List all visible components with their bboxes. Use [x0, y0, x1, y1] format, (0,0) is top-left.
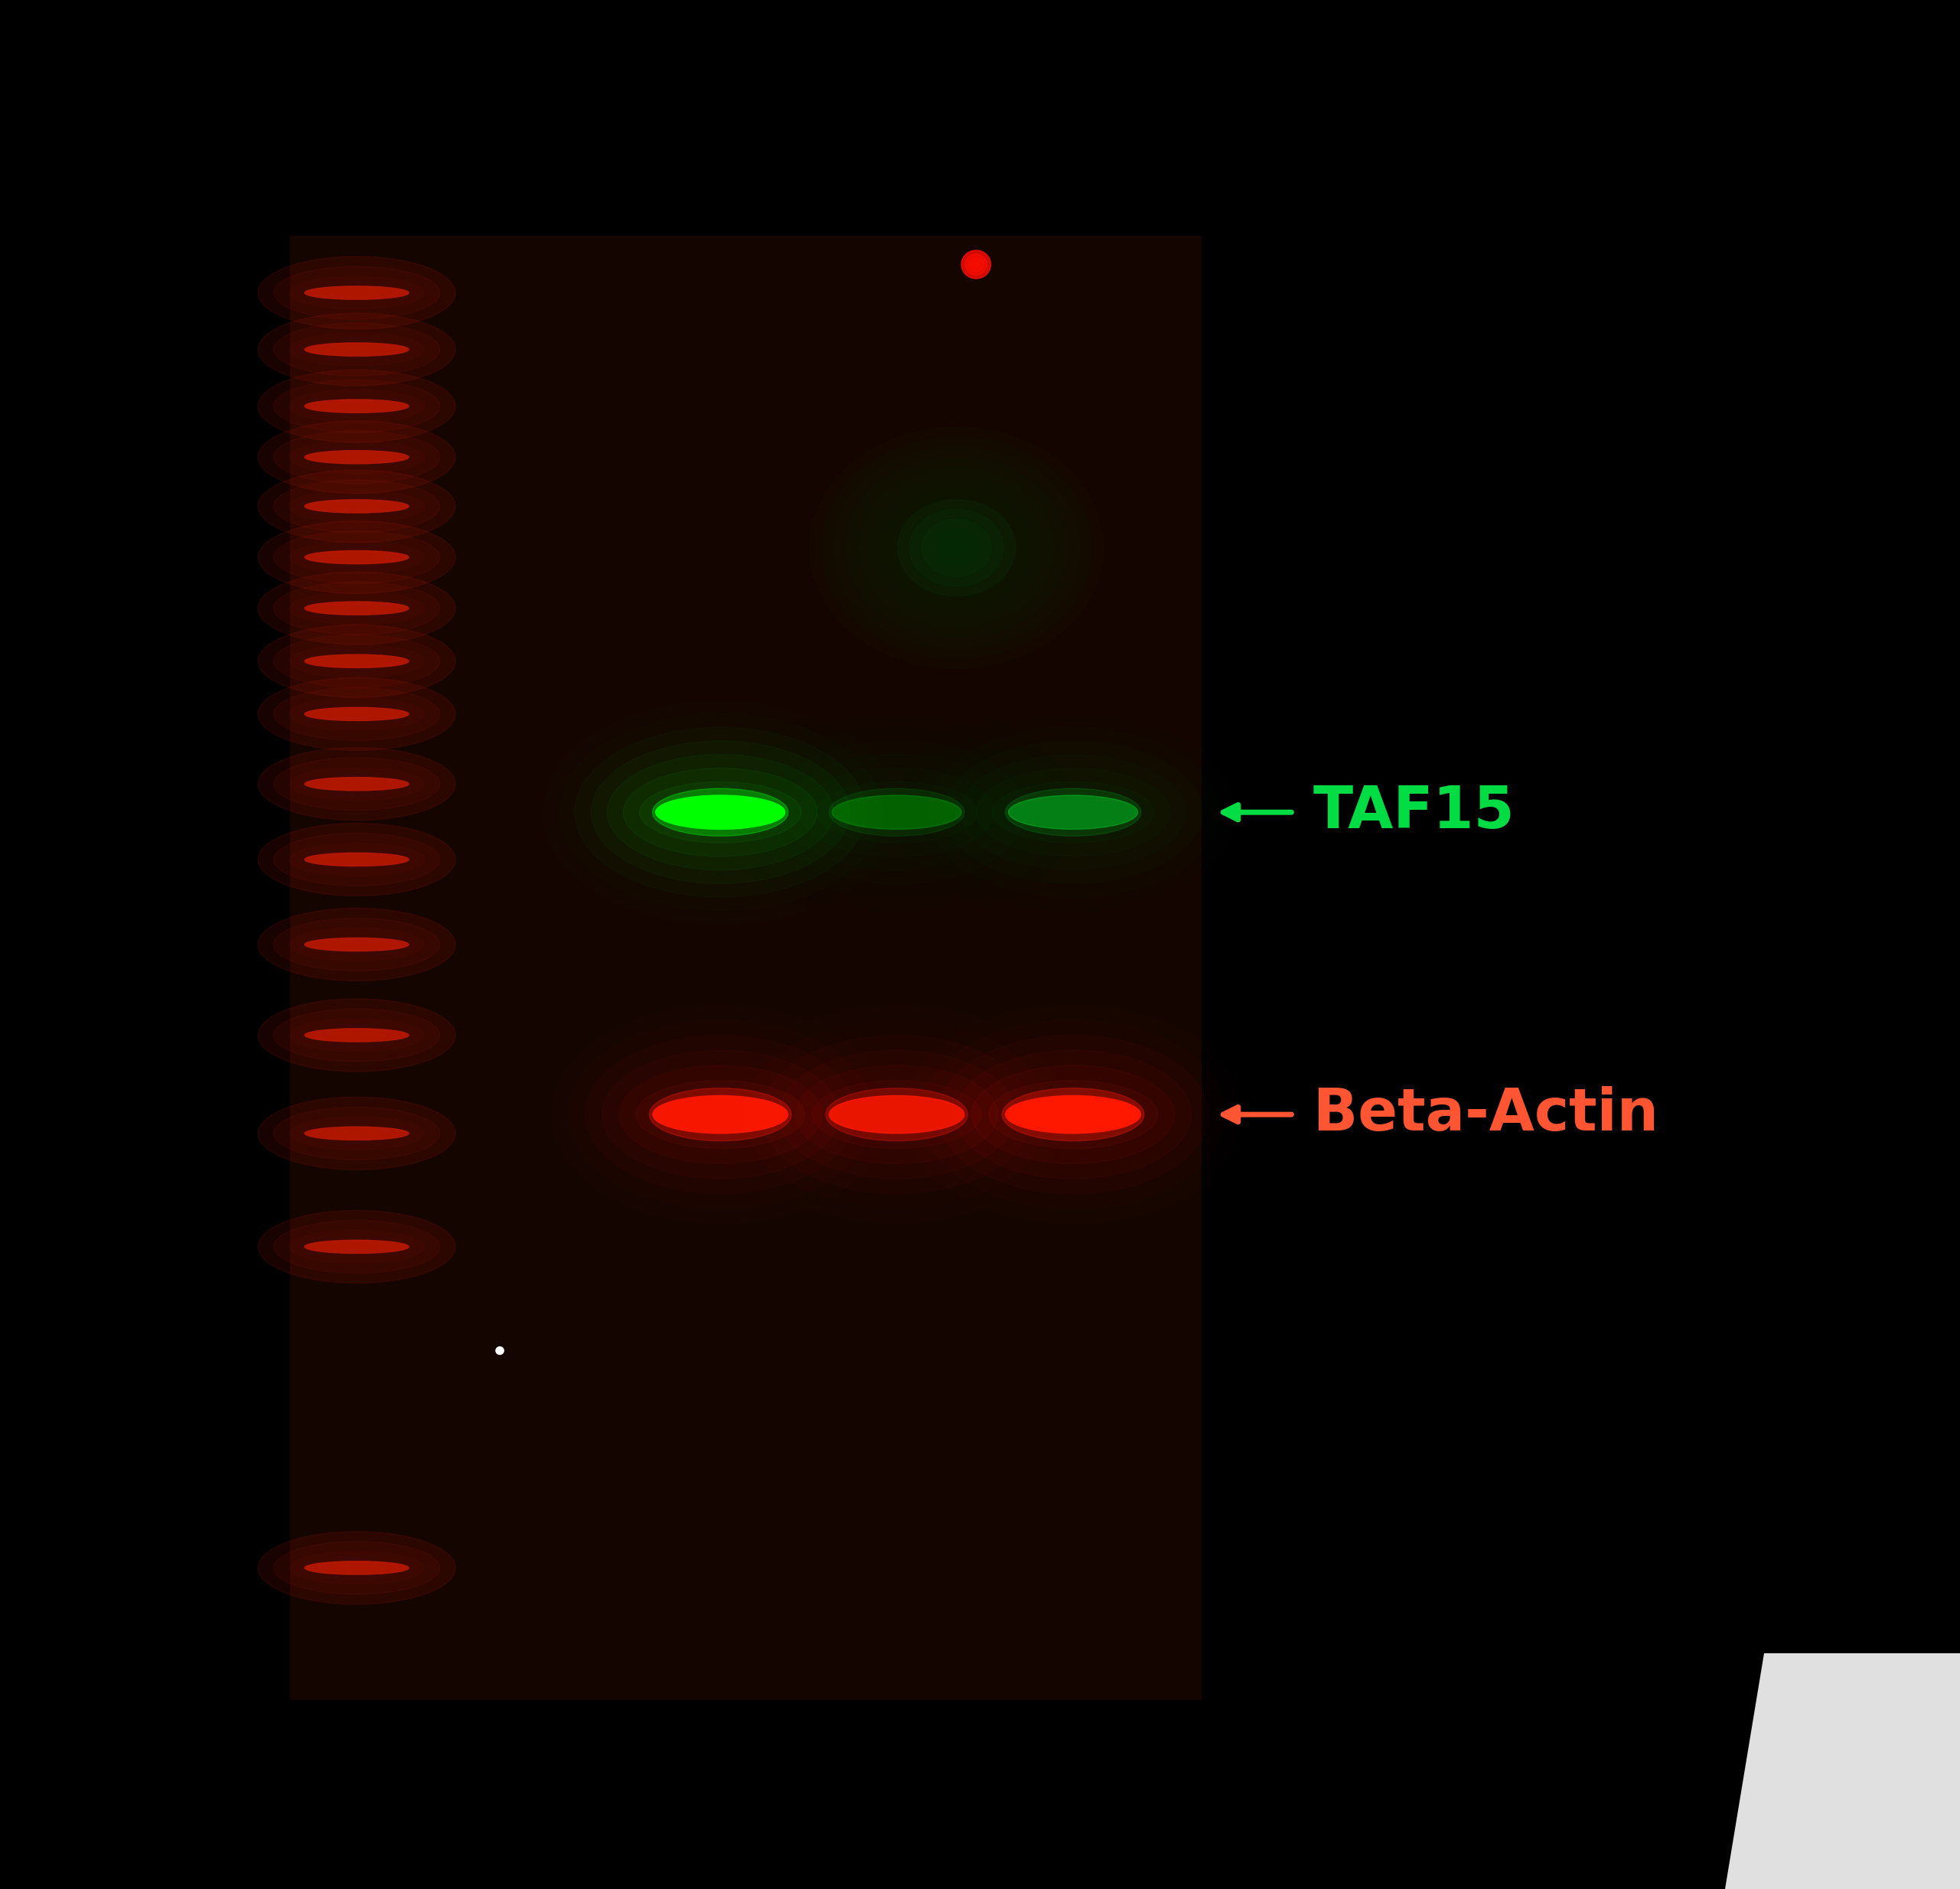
Ellipse shape [274, 1107, 439, 1160]
Ellipse shape [274, 323, 439, 376]
Ellipse shape [988, 1081, 1158, 1149]
Text: TAF15: TAF15 [1313, 784, 1515, 841]
Ellipse shape [831, 795, 960, 829]
Ellipse shape [274, 431, 439, 484]
Ellipse shape [811, 1081, 982, 1149]
Ellipse shape [304, 1030, 410, 1043]
Ellipse shape [635, 1081, 806, 1149]
Ellipse shape [304, 1126, 410, 1141]
Ellipse shape [304, 854, 410, 867]
Ellipse shape [972, 261, 980, 268]
Ellipse shape [304, 400, 410, 412]
Ellipse shape [304, 501, 410, 512]
Ellipse shape [259, 572, 455, 644]
Ellipse shape [649, 1088, 792, 1141]
Ellipse shape [304, 1241, 410, 1254]
Ellipse shape [274, 918, 439, 971]
Ellipse shape [274, 757, 439, 810]
Ellipse shape [304, 451, 410, 465]
Ellipse shape [825, 1088, 968, 1141]
Ellipse shape [623, 769, 817, 856]
Ellipse shape [274, 531, 439, 584]
Ellipse shape [259, 909, 455, 980]
Ellipse shape [655, 795, 784, 829]
Ellipse shape [304, 708, 410, 720]
Ellipse shape [1009, 795, 1137, 829]
Ellipse shape [829, 1096, 964, 1133]
Ellipse shape [259, 999, 455, 1071]
Ellipse shape [304, 655, 410, 667]
Ellipse shape [909, 510, 1004, 586]
Ellipse shape [259, 521, 455, 593]
Ellipse shape [968, 257, 984, 272]
Ellipse shape [274, 833, 439, 886]
Ellipse shape [259, 824, 455, 895]
Ellipse shape [259, 748, 455, 820]
Ellipse shape [259, 421, 455, 493]
Ellipse shape [274, 688, 439, 740]
Ellipse shape [653, 788, 788, 837]
Ellipse shape [259, 1532, 455, 1604]
Ellipse shape [1005, 788, 1141, 837]
Ellipse shape [274, 582, 439, 635]
Ellipse shape [259, 1098, 455, 1169]
Ellipse shape [259, 257, 455, 329]
Ellipse shape [259, 625, 455, 697]
Ellipse shape [960, 249, 990, 280]
Ellipse shape [1002, 1088, 1145, 1141]
Ellipse shape [304, 778, 410, 790]
Text: Beta-Actin: Beta-Actin [1313, 1086, 1658, 1143]
Ellipse shape [274, 1220, 439, 1273]
Ellipse shape [304, 552, 410, 563]
Ellipse shape [259, 678, 455, 750]
Ellipse shape [274, 1541, 439, 1594]
Ellipse shape [274, 380, 439, 433]
Bar [290, 236, 1201, 1700]
Ellipse shape [496, 1347, 504, 1354]
Ellipse shape [898, 501, 1015, 597]
Ellipse shape [259, 1211, 455, 1283]
Ellipse shape [304, 939, 410, 952]
Ellipse shape [964, 253, 988, 276]
Ellipse shape [259, 470, 455, 542]
Ellipse shape [274, 1009, 439, 1062]
Ellipse shape [274, 480, 439, 533]
Ellipse shape [653, 1096, 788, 1133]
Polygon shape [1725, 1653, 1960, 1889]
Ellipse shape [274, 266, 439, 319]
Ellipse shape [304, 1560, 410, 1575]
Ellipse shape [829, 788, 964, 837]
Ellipse shape [304, 603, 410, 616]
Ellipse shape [259, 370, 455, 442]
Ellipse shape [304, 287, 410, 298]
Ellipse shape [259, 314, 455, 385]
Ellipse shape [304, 344, 410, 357]
Ellipse shape [1005, 1096, 1141, 1133]
Ellipse shape [274, 635, 439, 688]
Ellipse shape [639, 782, 802, 842]
